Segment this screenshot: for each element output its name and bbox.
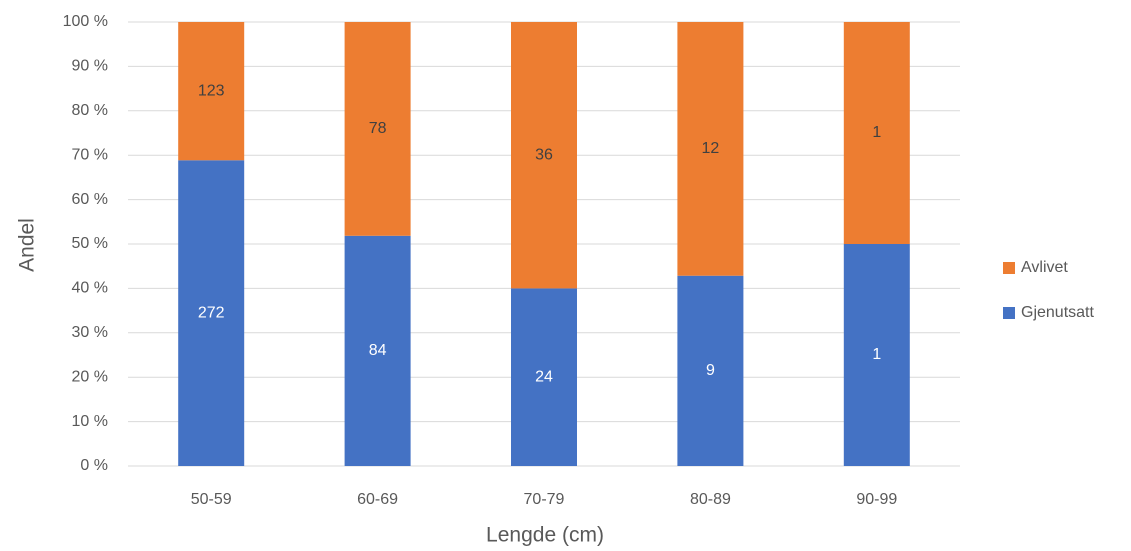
data-label: 24 [535, 368, 553, 385]
x-axis-title: Lengde (cm) [486, 524, 604, 547]
bar-segment [178, 160, 245, 466]
bar-segment [511, 22, 577, 289]
x-tick-label: 50-59 [191, 491, 232, 508]
bar-segment [344, 235, 411, 466]
y-tick-label: 0 % [80, 457, 108, 474]
x-tick-label: 90-99 [856, 491, 897, 508]
data-label: 78 [369, 120, 387, 137]
bar-segment [843, 22, 910, 244]
legend-swatch [1003, 262, 1015, 274]
legend-swatch [1003, 307, 1015, 319]
bar-segment [677, 22, 744, 276]
data-label: 9 [706, 362, 715, 379]
y-tick-label: 20 % [72, 368, 108, 385]
bar-segment [178, 22, 245, 161]
data-label: 84 [369, 342, 387, 359]
data-label: 1 [872, 346, 881, 363]
x-tick-label: 70-79 [524, 491, 565, 508]
legend-label: Gjenutsatt [1021, 304, 1094, 321]
y-tick-label: 30 % [72, 324, 108, 341]
data-label: 12 [702, 140, 720, 157]
y-tick-label: 40 % [72, 280, 108, 297]
y-tick-label: 60 % [72, 191, 108, 208]
y-tick-label: 70 % [72, 146, 108, 163]
x-tick-label: 60-69 [357, 491, 398, 508]
legend-label: Avlivet [1021, 259, 1068, 276]
y-tick-label: 10 % [72, 413, 108, 430]
y-tick-label: 100 % [63, 13, 108, 30]
bar-segment [511, 288, 577, 466]
x-tick-label: 80-89 [690, 491, 731, 508]
y-axis-title: Andel [16, 218, 39, 272]
bar-segment [677, 275, 744, 466]
y-tick-label: 90 % [72, 58, 108, 75]
data-label: 123 [198, 82, 225, 99]
y-tick-label: 50 % [72, 235, 108, 252]
data-label: 36 [535, 146, 553, 163]
bar-segment [843, 244, 910, 466]
bar-segment [344, 22, 411, 236]
data-label: 1 [872, 124, 881, 141]
y-tick-label: 80 % [72, 102, 108, 119]
data-label: 272 [198, 304, 225, 321]
